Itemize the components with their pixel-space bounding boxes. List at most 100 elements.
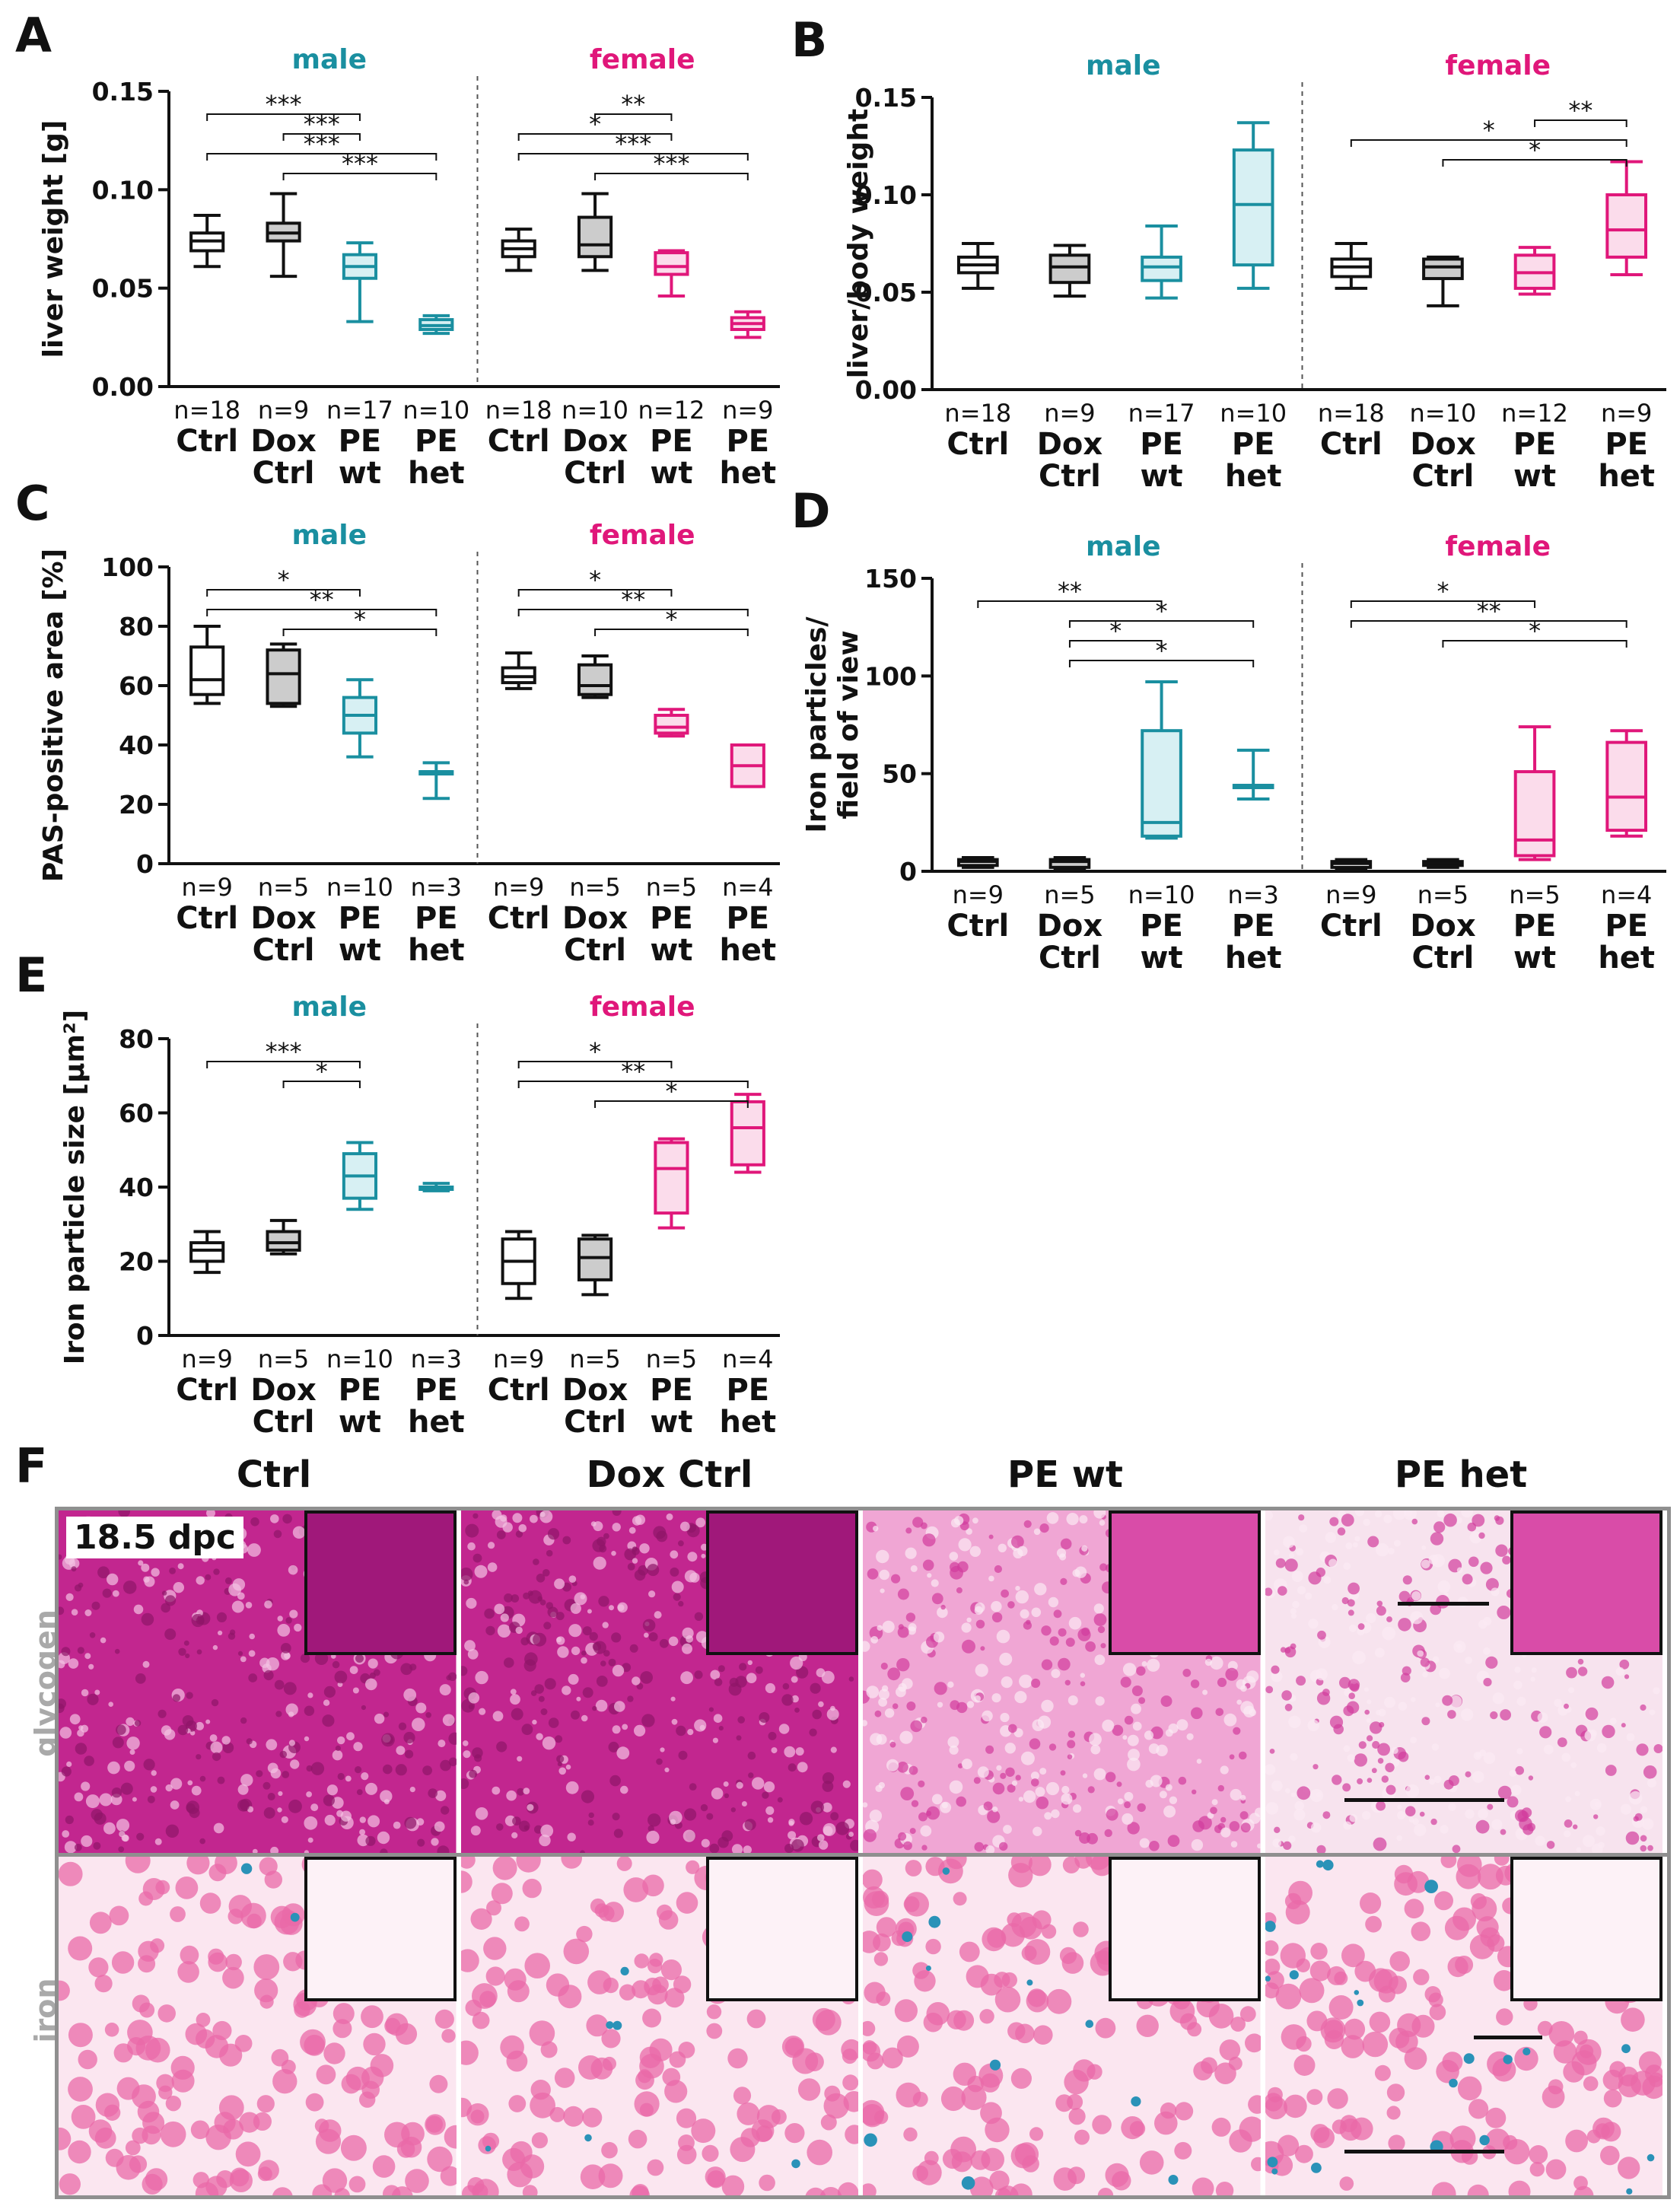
- glycogen-granule: [686, 1729, 693, 1736]
- glycogen-granule: [1001, 1676, 1013, 1689]
- glycogen-granule: [1367, 1536, 1379, 1548]
- cell-nucleus: [1001, 1972, 1017, 1988]
- glycogen-granule: [608, 1741, 619, 1752]
- glycogen-granule: [579, 1850, 585, 1853]
- cell-nucleus: [905, 1860, 922, 1877]
- glycogen-granule: [609, 1775, 621, 1787]
- cell-nucleus: [1248, 2095, 1261, 2114]
- panel-b-y-tick-label: 0.00: [855, 375, 917, 405]
- glycogen-granule: [1565, 1666, 1577, 1679]
- panel-d-female-box-1-category-label: Dox: [1410, 909, 1476, 944]
- glycogen-granule: [259, 1657, 270, 1668]
- glycogen-granule: [973, 1777, 981, 1784]
- glycogen-granule: [346, 1732, 355, 1741]
- glycogen-granule: [277, 1807, 282, 1813]
- cell-nucleus: [1309, 1960, 1331, 1982]
- cell-nucleus: [1068, 2166, 1086, 2185]
- glycogen-granule: [487, 1542, 495, 1549]
- glycogen-granule: [1601, 1724, 1615, 1739]
- glycogen-granule: [515, 1626, 523, 1635]
- cell-nucleus: [727, 2048, 748, 2069]
- cell-nucleus: [969, 2176, 994, 2195]
- cell-nucleus: [160, 2121, 186, 2147]
- glycogen-granule: [961, 1622, 972, 1633]
- glycogen-granule: [1068, 1695, 1078, 1705]
- micrograph-iron-1: [59, 1857, 457, 2195]
- glycogen-granule: [709, 1670, 720, 1680]
- cell-nucleus: [781, 2036, 804, 2058]
- glycogen-granule: [365, 1782, 377, 1795]
- glycogen-granule: [1424, 1775, 1430, 1780]
- glycogen-granule: [683, 1808, 696, 1821]
- glycogen-granule: [1003, 1825, 1012, 1834]
- glycogen-granule: [721, 1830, 733, 1842]
- cell-nucleus: [253, 1954, 280, 1980]
- glycogen-granule: [466, 1542, 476, 1551]
- glycogen-granule: [1516, 1748, 1522, 1755]
- cell-nucleus: [812, 2007, 835, 2031]
- glycogen-granule: [596, 1676, 608, 1687]
- glycogen-granule: [332, 1749, 343, 1761]
- glycogen-granule: [1081, 1627, 1090, 1636]
- glycogen-granule: [849, 1839, 858, 1851]
- glycogen-granule: [555, 1637, 562, 1643]
- glycogen-granule: [246, 1738, 253, 1745]
- cell-nucleus: [348, 2176, 366, 2193]
- glycogen-granule: [374, 1713, 385, 1724]
- cell-nucleus: [1564, 2129, 1588, 2153]
- glycogen-granule: [1079, 1515, 1088, 1524]
- glycogen-granule: [765, 1806, 774, 1815]
- glycogen-granule: [383, 1711, 390, 1717]
- glycogen-granule: [1106, 1808, 1118, 1821]
- panel-d-male-box-1-category-label: Dox: [1037, 909, 1103, 944]
- iron-deposit: [605, 2021, 613, 2029]
- glycogen-granule: [349, 1666, 358, 1674]
- glycogen-granule: [1397, 1618, 1411, 1631]
- cell-nucleus: [961, 2084, 987, 2110]
- glycogen-granule: [442, 1714, 455, 1727]
- glycogen-granule: [1066, 1513, 1079, 1526]
- panel-c-y-tick-label: 20: [119, 790, 154, 820]
- glycogen-granule: [191, 1785, 202, 1796]
- glycogen-granule: [909, 1828, 916, 1835]
- panel-b-female-sig-2-label: *: [1529, 135, 1541, 164]
- cell-nucleus: [1293, 2055, 1315, 2076]
- glycogen-granule: [810, 1682, 821, 1694]
- glycogen-granule: [1342, 1705, 1354, 1717]
- glycogen-granule: [1307, 1719, 1319, 1732]
- glycogen-granule: [1159, 1791, 1167, 1799]
- glycogen-granule: [1375, 1710, 1381, 1715]
- panel-b-male-box-2-n-label: n=17: [1128, 399, 1195, 428]
- cell-nucleus: [1468, 2099, 1488, 2119]
- glycogen-granule: [616, 1746, 629, 1760]
- panel-c-male-sig-1-bracket: [206, 609, 438, 616]
- cell-nucleus: [257, 2166, 272, 2182]
- glycogen-granule: [1202, 1689, 1208, 1695]
- glycogen-granule: [1211, 1799, 1218, 1806]
- glycogen-granule: [724, 1793, 729, 1798]
- glycogen-granule: [751, 1777, 764, 1790]
- glycogen-granule: [1005, 1767, 1015, 1777]
- panel-a-female-box-3-n-label: n=9: [722, 396, 773, 425]
- glycogen-granule: [66, 1761, 72, 1767]
- glycogen-granule: [1230, 1788, 1242, 1801]
- glycogen-granule: [212, 1752, 221, 1762]
- glycogen-granule: [992, 1807, 998, 1813]
- glycogen-granule: [1217, 1677, 1227, 1687]
- panel-a-female-box-2-n-label: n=12: [638, 396, 705, 425]
- glycogen-granule: [187, 1780, 193, 1786]
- panel-d-group-label-female: female: [1445, 531, 1551, 562]
- glycogen-granule: [1037, 1715, 1052, 1729]
- glycogen-granule: [240, 1774, 253, 1787]
- cell-nucleus: [1010, 1857, 1032, 1873]
- cell-nucleus: [1404, 2047, 1427, 2070]
- glycogen-granule: [933, 1631, 945, 1643]
- glycogen-granule: [1381, 1626, 1395, 1641]
- glycogen-granule: [1053, 1609, 1062, 1619]
- glycogen-granule: [763, 1781, 775, 1793]
- glycogen-granule: [1647, 1778, 1656, 1788]
- glycogen-granule: [1015, 1775, 1021, 1781]
- glycogen-granule: [88, 1663, 94, 1670]
- glycogen-granule: [288, 1740, 295, 1746]
- glycogen-granule: [830, 1746, 837, 1753]
